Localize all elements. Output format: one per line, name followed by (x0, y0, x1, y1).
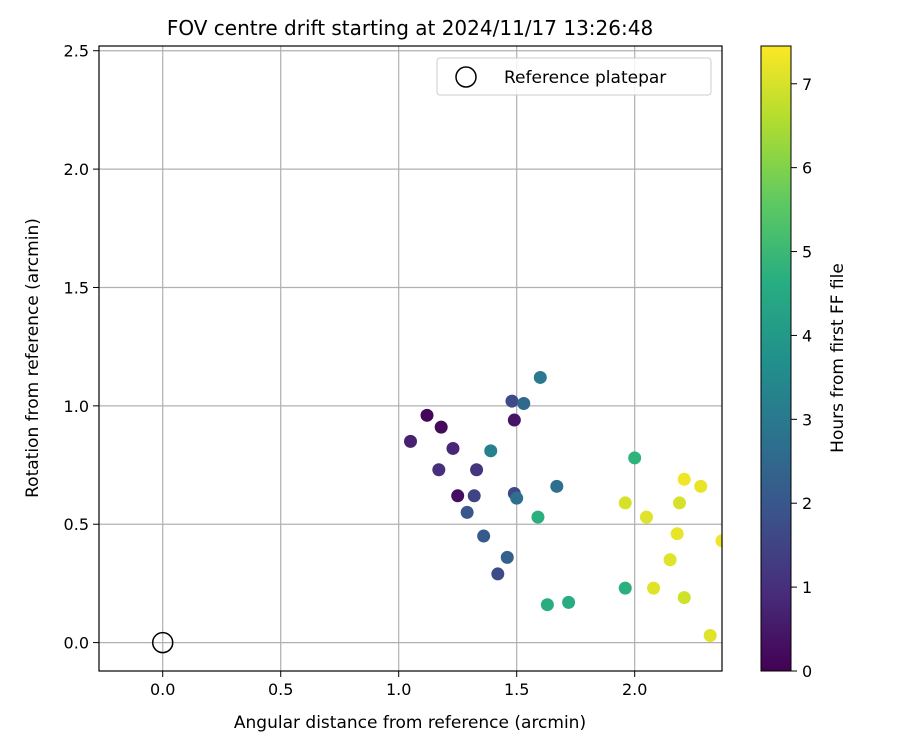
data-point (517, 396, 531, 410)
data-point (673, 496, 687, 510)
data-point (677, 591, 691, 605)
y-tick-label: 0.5 (64, 515, 89, 534)
data-point (562, 595, 576, 609)
y-tick-label: 2.0 (64, 160, 89, 179)
colorbar: 0 1 2 3 4 5 6 7 Hours from first FF file (760, 45, 848, 681)
colorbar-tick-label: 1 (802, 578, 812, 597)
data-point (491, 567, 505, 581)
chart-title: FOV centre drift starting at 2024/11/17 … (167, 16, 653, 40)
x-axis-label: Angular distance from reference (arcmin) (234, 713, 586, 733)
legend-marker (455, 66, 477, 88)
colorbar-tick-label: 6 (802, 159, 812, 178)
data-point (703, 628, 717, 642)
data-point (715, 534, 722, 548)
legend-box (436, 57, 712, 96)
colorbar-tick-label: 3 (802, 410, 812, 429)
y-axis-ticks: 0.0 0.5 1.0 1.5 2.0 2.5 (64, 42, 99, 653)
data-point (467, 489, 481, 503)
y-tick-label: 0.0 (64, 634, 89, 653)
data-point (531, 510, 545, 524)
colorbar-tick-label: 2 (802, 494, 812, 513)
y-tick-label: 2.5 (64, 42, 89, 61)
data-point (550, 479, 564, 493)
y-axis-label: Rotation from reference (arcmin) (23, 218, 43, 498)
data-point (420, 408, 434, 422)
legend: Reference platepar (436, 57, 712, 96)
data-point (505, 394, 519, 408)
x-tick-label: 2.0 (622, 680, 647, 699)
data-point (434, 420, 448, 434)
colorbar-label: Hours from first FF file (828, 263, 848, 453)
x-tick-label: 1.0 (386, 680, 411, 699)
data-point (446, 441, 460, 455)
colorbar-ticks: 0 1 2 3 4 5 6 7 (791, 75, 812, 681)
data-point (404, 434, 417, 448)
colorbar-tick-label: 0 (802, 662, 812, 681)
x-tick-label: 1.5 (504, 680, 529, 699)
y-tick-label: 1.0 (64, 397, 89, 416)
data-point (663, 553, 677, 567)
colorbar-tick-label: 5 (802, 243, 812, 262)
data-point (477, 529, 491, 543)
data-point (677, 472, 691, 486)
data-point (540, 598, 554, 612)
grid-lines (99, 46, 722, 671)
data-point (533, 370, 547, 384)
data-point (460, 505, 474, 519)
data-point (618, 581, 632, 595)
data-point (500, 550, 514, 564)
data-point (647, 581, 661, 595)
legend-entry-reference: Reference platepar (504, 68, 666, 88)
data-point (484, 444, 498, 458)
y-tick-label: 1.5 (64, 278, 89, 297)
colorbar-tick-label: 4 (802, 326, 812, 345)
data-point (694, 479, 708, 493)
data-point (507, 413, 521, 427)
data-point (670, 527, 684, 541)
data-point (510, 491, 524, 505)
data-point (451, 489, 465, 503)
colorbar-tick-label: 7 (802, 75, 812, 94)
data-point (470, 463, 484, 477)
reference-platepar-marker (151, 631, 174, 654)
data-points (151, 370, 722, 654)
colorbar-gradient (760, 45, 792, 672)
plot-frame (98, 45, 723, 672)
x-axis-ticks: 0.0 0.5 1.0 1.5 2.0 (150, 671, 647, 699)
data-point (618, 496, 632, 510)
x-tick-label: 0.5 (268, 680, 293, 699)
data-point (639, 510, 653, 524)
x-tick-label: 0.0 (150, 680, 175, 699)
data-point (628, 451, 642, 465)
data-point (432, 463, 446, 477)
